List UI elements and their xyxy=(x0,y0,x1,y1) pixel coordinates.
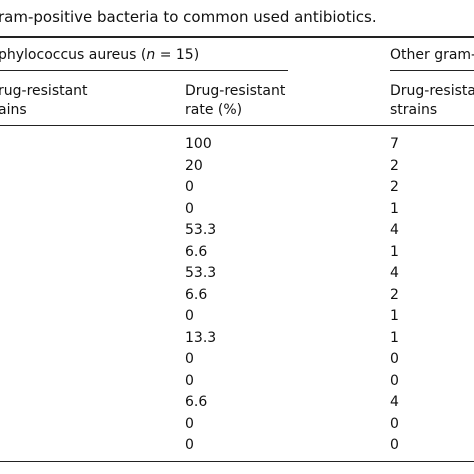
n-variable: n xyxy=(146,47,156,63)
top-rule xyxy=(0,36,474,38)
table-cell-other-strains: 7 xyxy=(390,136,399,152)
table-cell-rate: 0 xyxy=(185,373,194,389)
group1-rule xyxy=(0,70,288,71)
table-cell-rate: 0 xyxy=(185,351,194,367)
table-cell-other-strains: 0 xyxy=(390,373,399,389)
table-cell-other-strains: 2 xyxy=(390,287,399,303)
group2-rule xyxy=(390,70,474,71)
col-header-g1-rate-line2: rate (%) xyxy=(185,102,243,118)
table-cell-other-strains: 4 xyxy=(390,222,399,238)
table-cell-other-strains: 4 xyxy=(390,265,399,281)
table-cell-rate: 20 xyxy=(185,158,203,174)
table-cell-other-strains: 1 xyxy=(390,201,399,217)
col-header-g2-strains-line2: strains xyxy=(390,102,438,118)
table-cell-rate: 0 xyxy=(185,308,194,324)
col-header-g1-rate: Drug-resistant rate (%) xyxy=(185,82,285,120)
group-label-prefix: phylococcus aureus ( xyxy=(0,47,147,63)
table-cell-rate: 6.6 xyxy=(185,394,208,410)
table-cell-other-strains: 0 xyxy=(390,351,399,367)
group-header-staphylococcus: phylococcus aureus (n = 15) xyxy=(0,48,199,62)
table-cell-rate: 0 xyxy=(185,179,194,195)
table-cell-other-strains: 1 xyxy=(390,330,399,346)
col-header-g2-strains-line1: Drug-resistan xyxy=(390,83,474,99)
table-cell-rate: 0 xyxy=(185,437,194,453)
table-cell-other-strains: 0 xyxy=(390,437,399,453)
col-header-g1-strains: rug-resistant ains xyxy=(0,82,88,120)
col-header-g1-strains-line2: ains xyxy=(0,102,27,118)
table-cell-other-strains: 1 xyxy=(390,244,399,260)
table-cell-rate: 53.3 xyxy=(185,222,217,238)
table-cell-rate: 100 xyxy=(185,136,212,152)
col-header-g2-strains: Drug-resistan strains xyxy=(390,82,474,120)
group-header-other: Other gram- xyxy=(390,47,474,63)
col-header-g1-strains-line1: rug-resistant xyxy=(0,83,88,99)
group-label-suffix: = 15) xyxy=(155,47,200,63)
table-caption: ram-positive bacteria to common used ant… xyxy=(0,8,377,26)
bottom-rule xyxy=(0,461,474,462)
header-rule xyxy=(0,125,474,126)
table-cell-rate: 0 xyxy=(185,201,194,217)
table-cell-other-strains: 1 xyxy=(390,308,399,324)
table-cell-other-strains: 4 xyxy=(390,394,399,410)
table-cell-rate: 53.3 xyxy=(185,265,217,281)
table-cell-rate: 0 xyxy=(185,416,194,432)
col-header-g1-rate-line1: Drug-resistant xyxy=(185,83,286,99)
table-cell-rate: 6.6 xyxy=(185,244,208,260)
table-cell-other-strains: 2 xyxy=(390,179,399,195)
table-cell-rate: 13.3 xyxy=(185,330,217,346)
table-cell-other-strains: 0 xyxy=(390,416,399,432)
table-cell-rate: 6.6 xyxy=(185,287,208,303)
table-cell-other-strains: 2 xyxy=(390,158,399,174)
